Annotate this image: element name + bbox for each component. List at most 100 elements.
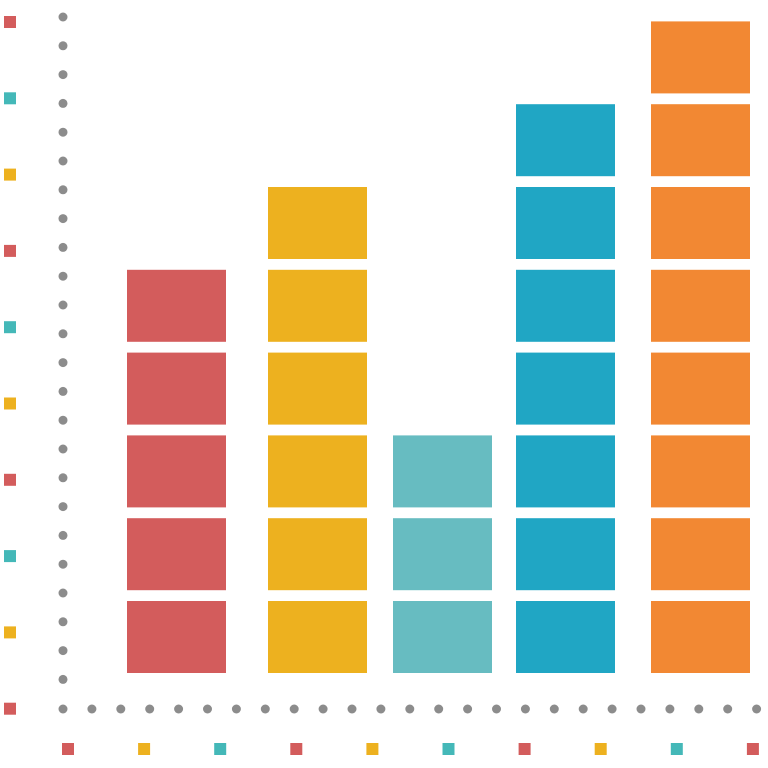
y-axis-marker (4, 16, 16, 28)
bar-block (393, 435, 492, 508)
y-axis-marker (4, 626, 16, 639)
y-axis-dot (58, 242, 68, 252)
y-axis-dot (58, 300, 68, 310)
bar-block (651, 187, 750, 259)
x-axis-dot (405, 704, 415, 714)
bar-block (651, 435, 750, 508)
bar-block (516, 435, 615, 508)
bar-block (127, 269, 226, 342)
bar (393, 435, 492, 673)
y-axis-marker (4, 92, 16, 105)
x-axis-dot (723, 704, 733, 714)
x-axis-dot (549, 704, 559, 714)
x-axis-marker (138, 743, 151, 755)
x-axis-dot (260, 704, 270, 714)
x-axis-dot (376, 704, 386, 714)
bar-block (393, 518, 492, 591)
bar-block (651, 104, 750, 177)
x-axis (58, 704, 762, 714)
x-axis-marker (594, 743, 607, 755)
bar-block (127, 352, 226, 425)
y-axis-dot (58, 127, 68, 137)
x-axis-markers (62, 743, 759, 755)
x-axis-dot (607, 704, 617, 714)
x-axis-dot (578, 704, 588, 714)
y-axis-dot (58, 473, 68, 483)
y-axis-dot (58, 530, 68, 540)
bar-block (268, 601, 367, 673)
x-axis-dot (174, 704, 184, 714)
x-axis-marker (670, 743, 683, 755)
bar-block (651, 352, 750, 425)
x-axis-dot (463, 704, 473, 714)
bar-block (516, 104, 615, 177)
bar-block (268, 269, 367, 342)
y-axis-dot (58, 646, 68, 656)
x-axis-dot (203, 704, 212, 714)
y-axis-dot (58, 329, 68, 339)
bar (127, 269, 226, 673)
y-axis-dot (58, 70, 68, 80)
bar-block (651, 518, 750, 591)
bar-block (651, 21, 750, 94)
x-axis-dot (116, 704, 126, 714)
y-axis-marker (4, 321, 16, 334)
bars (127, 21, 750, 673)
x-axis-dot (492, 704, 501, 714)
x-axis-dot (231, 704, 241, 714)
bar-block (268, 187, 367, 259)
bar (651, 21, 750, 673)
bar-block (268, 435, 367, 508)
x-axis-marker (746, 743, 759, 755)
y-axis-marker (4, 397, 16, 410)
y-axis-dot (58, 386, 68, 396)
bar (268, 187, 367, 673)
y-axis-dot (58, 214, 68, 224)
y-axis-marker (4, 244, 16, 257)
y-axis (58, 12, 68, 684)
y-axis-dot (58, 358, 68, 368)
x-axis-marker (214, 743, 227, 755)
y-axis-markers (4, 16, 16, 715)
x-axis-dot (434, 704, 444, 714)
x-axis-dot (58, 704, 68, 714)
y-axis-dot (58, 674, 68, 684)
y-axis-marker (4, 473, 16, 486)
x-axis-dot (347, 704, 357, 714)
y-axis-marker (4, 702, 16, 715)
bar-block (127, 435, 226, 508)
x-axis-marker (366, 743, 379, 755)
bar (516, 104, 615, 673)
y-axis-marker (4, 168, 16, 181)
x-axis-dot (752, 704, 762, 714)
bar-block (516, 601, 615, 673)
y-axis-marker (4, 550, 16, 563)
y-axis-dot (58, 559, 68, 569)
bar-block (268, 352, 367, 425)
y-axis-dot (58, 444, 68, 454)
bar-block (516, 187, 615, 259)
bar-block (516, 518, 615, 591)
y-axis-dot (58, 271, 68, 281)
y-axis-dot (58, 617, 68, 627)
x-axis-dot (694, 704, 704, 714)
x-axis-dot (520, 704, 530, 714)
x-axis-dot (636, 704, 646, 714)
x-axis-dot (87, 704, 97, 714)
y-axis-dot (58, 98, 68, 108)
x-axis-marker (518, 743, 531, 755)
bar-block (516, 352, 615, 425)
x-axis-dot (665, 704, 675, 714)
bar-block (393, 601, 492, 673)
x-axis-marker (442, 743, 455, 755)
bar-block (127, 518, 226, 591)
x-axis-marker (290, 743, 303, 755)
bar-block (651, 269, 750, 342)
x-axis-dot (145, 704, 155, 714)
y-axis-dot (58, 415, 68, 425)
y-axis-dot (58, 156, 68, 166)
x-axis-dot (318, 704, 328, 714)
y-axis-dot (58, 12, 68, 22)
